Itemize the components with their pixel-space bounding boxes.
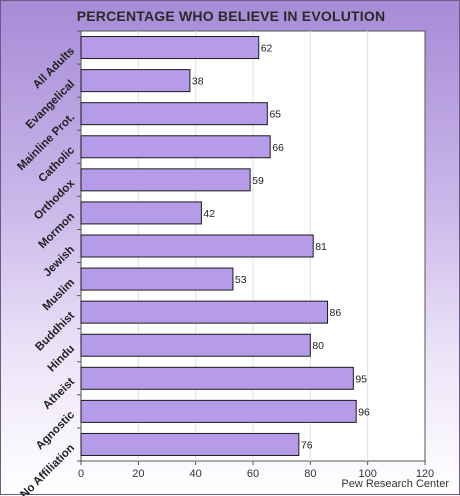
bar-orthodox [80,168,251,192]
category-label: Atheist [41,376,77,412]
category-label: Muslim [41,277,78,314]
data-label: 81 [315,241,327,253]
data-label: 76 [301,439,313,451]
data-label: 53 [235,274,247,286]
data-label: 86 [330,307,342,319]
bar-hindu [80,333,311,357]
x-tick-label: 60 [247,468,259,480]
data-label: 59 [252,175,264,187]
bar-atheist [80,366,354,390]
x-tick-label: 80 [304,468,316,480]
data-label: 66 [272,142,284,154]
data-label: 96 [358,406,370,418]
bar-agnostic [80,399,357,423]
category-label: Hindu [46,343,78,375]
x-tick-label: 100 [358,468,376,480]
bar-buddhist [80,300,329,324]
data-label: 62 [261,43,273,55]
bar-no-affiliation [80,432,300,456]
category-label: No Affiliation [18,442,77,496]
x-tick-label: 40 [190,468,202,480]
bar-muslim [80,267,234,291]
x-tick-label: 0 [78,468,84,480]
bar-mormon [80,201,202,225]
data-label: 38 [192,76,204,88]
category-label: Mainline Prot. [15,111,77,173]
bar-mainline-prot [80,102,268,126]
bar-catholic [80,135,271,159]
bar-jewish [80,234,314,258]
data-label: 65 [269,109,281,121]
data-label: 42 [203,208,215,220]
x-tick-label: 20 [132,468,144,480]
source-credit: Pew Research Center [341,478,449,490]
x-tick-label: 120 [416,468,434,480]
bar-all-adults [80,36,260,60]
chart-title: PERCENTAGE WHO BELIEVE IN EVOLUTION [76,8,386,24]
data-label: 80 [312,340,324,352]
bar-evangelical [80,69,191,93]
data-label: 95 [355,373,367,385]
